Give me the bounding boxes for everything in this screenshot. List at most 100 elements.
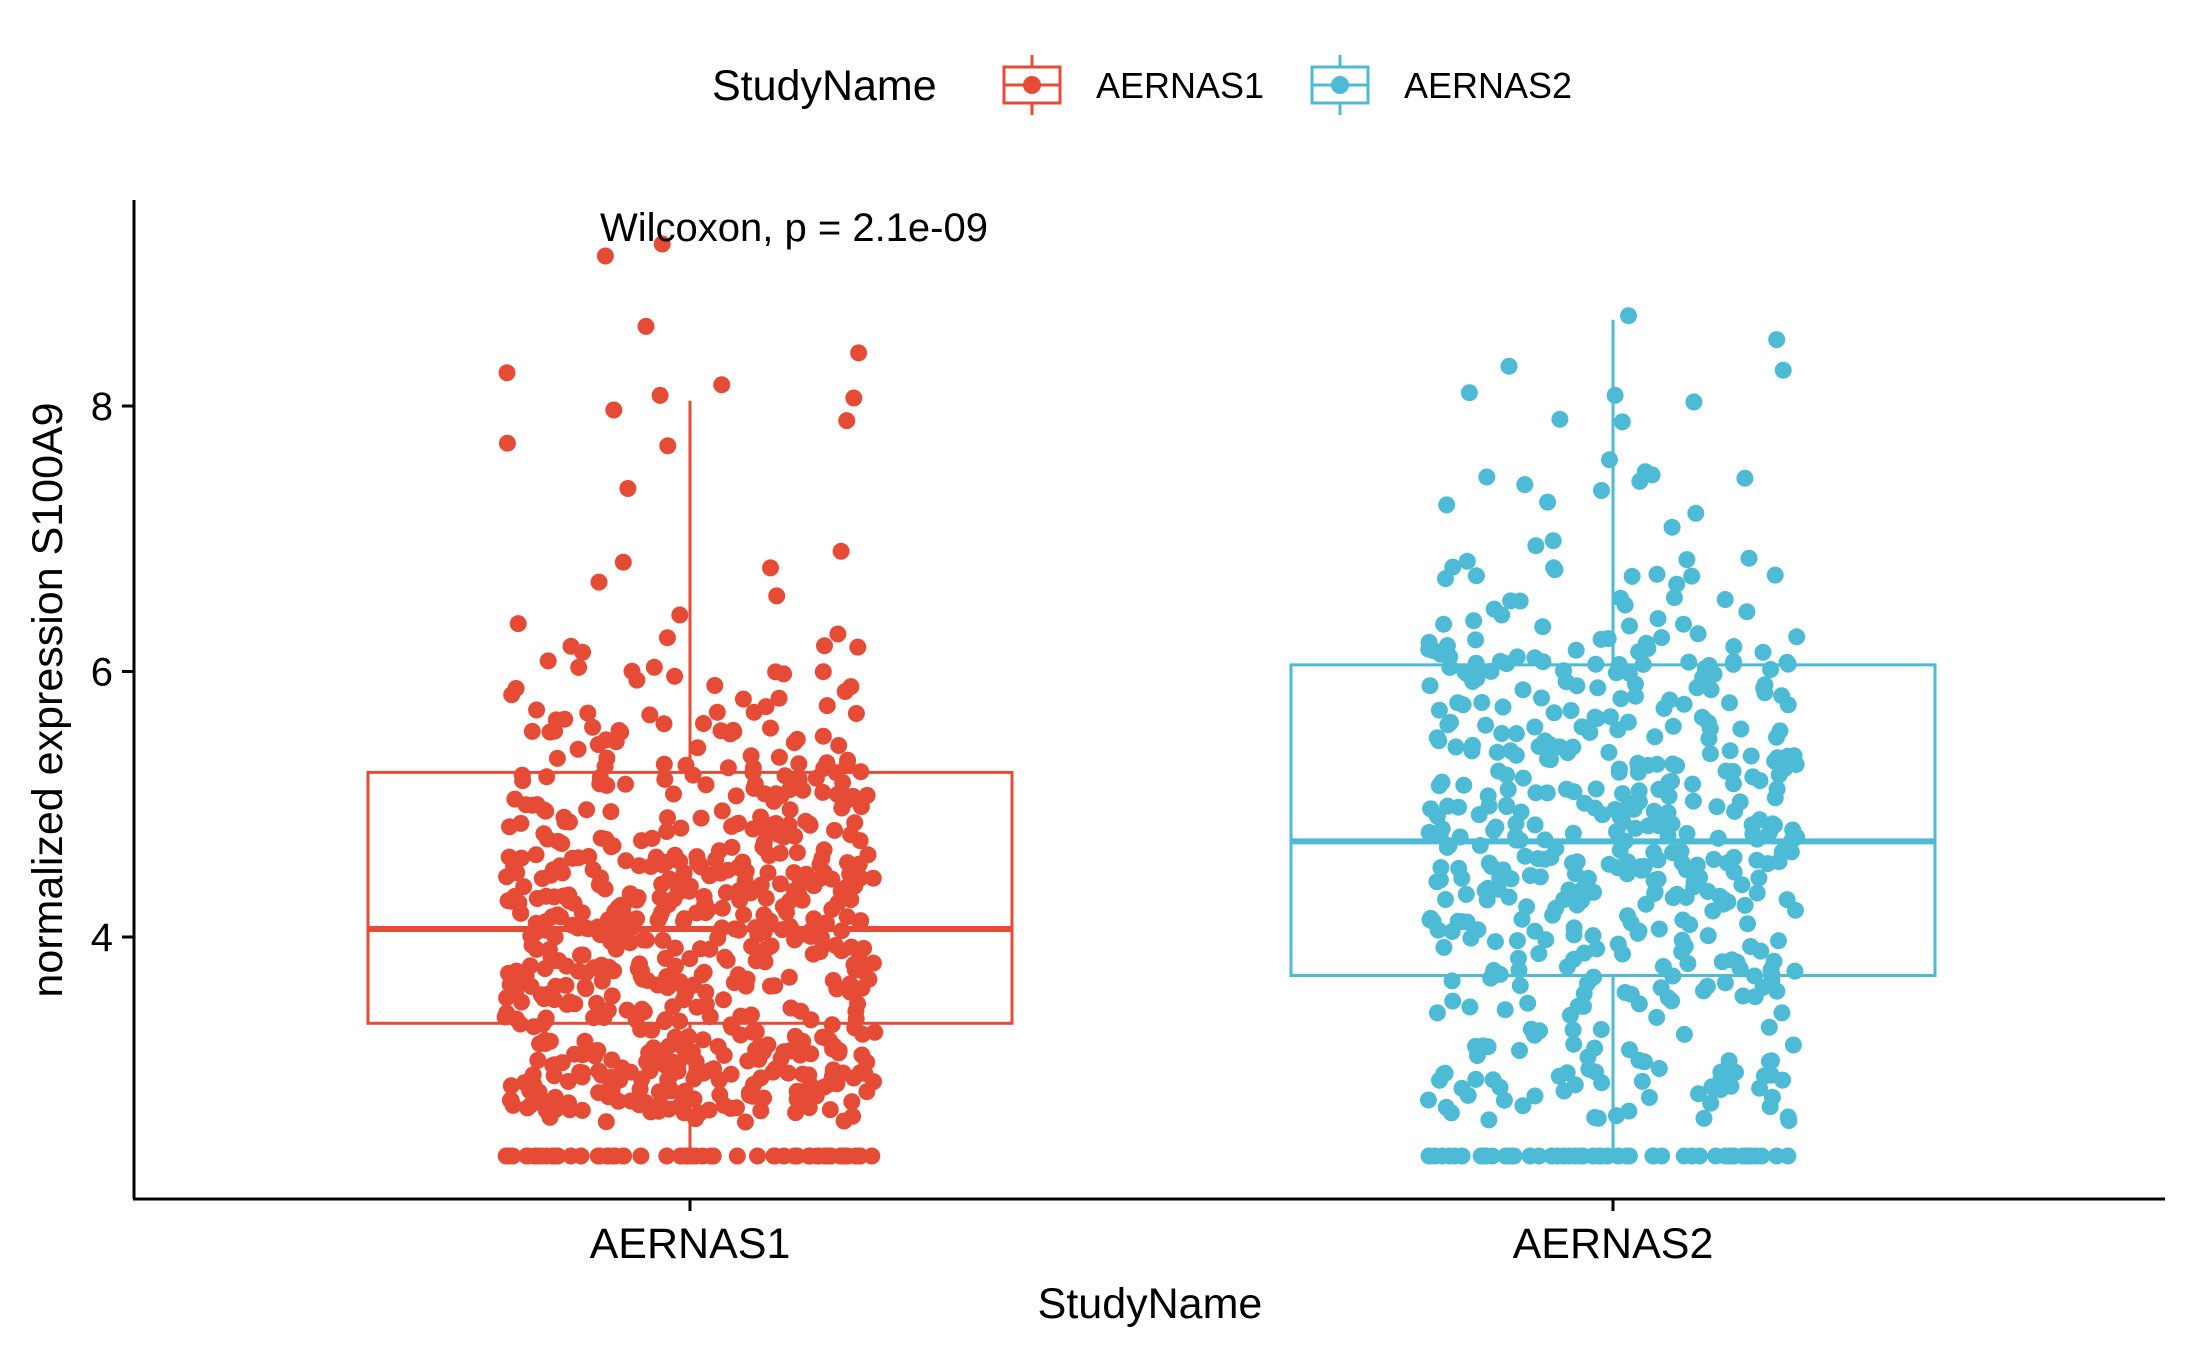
data-point <box>1619 853 1637 871</box>
data-point <box>574 643 592 661</box>
data-point <box>653 856 671 874</box>
data-point <box>617 775 634 793</box>
data-point <box>787 1104 805 1122</box>
data-point <box>1725 775 1742 793</box>
data-point <box>818 697 836 715</box>
data-point <box>1578 884 1596 902</box>
data-point <box>627 1011 645 1029</box>
data-point <box>1770 932 1787 950</box>
data-point <box>749 926 767 943</box>
data-point <box>801 922 819 940</box>
data-point <box>498 364 516 382</box>
data-point <box>741 1086 758 1104</box>
data-point <box>1480 1111 1498 1129</box>
data-point <box>672 819 690 837</box>
data-point <box>1695 1109 1713 1127</box>
data-point <box>658 1147 676 1165</box>
data-point <box>1746 967 1764 985</box>
data-point <box>1668 757 1686 775</box>
data-point <box>1458 913 1476 931</box>
data-point <box>1437 1098 1455 1116</box>
data-point <box>655 1013 673 1031</box>
data-point <box>602 803 620 821</box>
data-point <box>1420 1147 1438 1165</box>
data-point <box>1702 681 1720 699</box>
data-point <box>548 749 566 767</box>
data-point <box>1485 962 1503 979</box>
data-point <box>843 1093 861 1111</box>
data-point <box>695 715 712 732</box>
data-point <box>1555 891 1573 909</box>
data-point <box>656 770 674 788</box>
data-point <box>1486 933 1504 951</box>
data-point <box>574 946 592 964</box>
data-point <box>1455 776 1473 794</box>
data-point <box>757 698 775 716</box>
data-point <box>794 1065 812 1083</box>
data-point <box>690 855 708 873</box>
data-point <box>658 629 676 647</box>
data-point <box>513 993 530 1011</box>
data-point <box>1579 974 1596 992</box>
data-point <box>1609 935 1627 953</box>
data-point <box>847 705 865 722</box>
data-point <box>1649 610 1667 628</box>
data-point <box>838 755 856 773</box>
data-point <box>498 434 516 452</box>
data-point <box>734 853 752 871</box>
data-point <box>1610 656 1628 673</box>
data-point <box>1440 837 1458 855</box>
data-point <box>1663 772 1680 790</box>
data-point <box>842 678 860 696</box>
data-point <box>643 1021 661 1039</box>
data-point <box>1744 825 1762 843</box>
data-point <box>1545 704 1563 722</box>
wilcoxon-annotation: Wilcoxon, p = 2.1e-09 <box>600 206 988 250</box>
data-point <box>1521 1147 1539 1165</box>
data-point <box>1461 998 1479 1016</box>
data-point <box>1684 775 1702 793</box>
data-point <box>519 1099 536 1117</box>
data-point <box>546 722 564 740</box>
data-point <box>1613 413 1631 431</box>
data-point <box>700 1101 718 1119</box>
data-point <box>1432 859 1450 877</box>
data-point <box>1630 995 1648 1013</box>
data-point <box>1664 717 1682 735</box>
data-point <box>1438 496 1456 514</box>
data-point <box>597 1113 615 1131</box>
data-point <box>1551 410 1569 428</box>
data-point <box>557 976 575 994</box>
data-point <box>1611 808 1629 826</box>
data-point <box>1751 1079 1769 1097</box>
data-point <box>717 884 735 902</box>
data-point <box>631 955 648 973</box>
data-point <box>727 787 745 805</box>
data-point <box>1655 699 1673 717</box>
data-point <box>1646 728 1664 746</box>
data-point <box>1699 927 1717 945</box>
data-point <box>1696 659 1714 677</box>
data-point <box>850 344 868 362</box>
data-point <box>709 1038 727 1055</box>
data-point <box>536 1031 554 1049</box>
data-point <box>821 1101 839 1119</box>
data-point <box>1433 773 1451 791</box>
data-point <box>1467 1070 1485 1088</box>
data-point <box>668 872 686 890</box>
data-point <box>713 899 731 917</box>
data-point <box>815 864 833 882</box>
data-point <box>677 1047 695 1065</box>
data-point <box>638 1053 656 1071</box>
data-point <box>788 844 806 862</box>
data-point <box>725 974 743 992</box>
data-point <box>650 1083 668 1101</box>
data-point <box>584 718 602 736</box>
data-point <box>512 814 530 832</box>
data-point <box>1593 482 1610 499</box>
data-point <box>653 235 671 253</box>
data-point <box>1681 916 1699 934</box>
data-point <box>800 1147 818 1165</box>
data-point <box>816 637 833 655</box>
